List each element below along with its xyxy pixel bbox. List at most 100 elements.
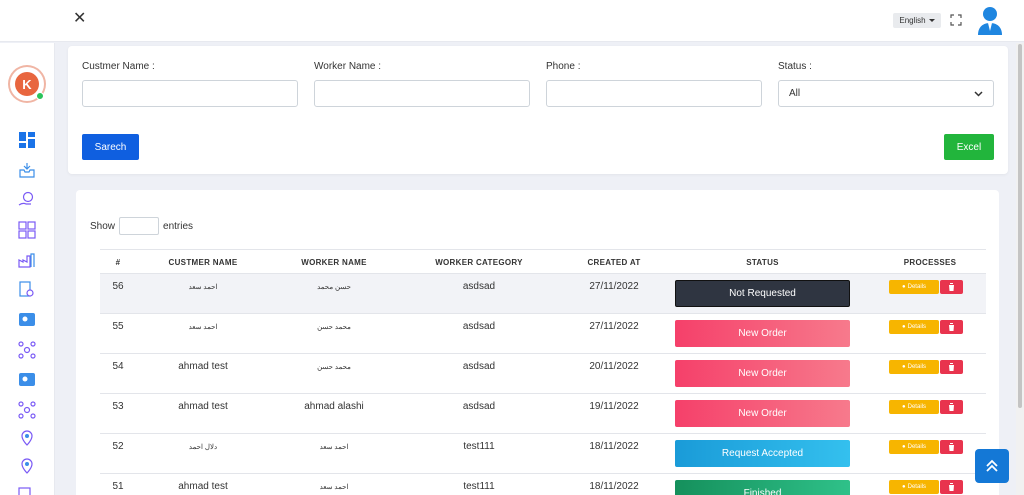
details-label: Details (907, 324, 926, 330)
truck-icon[interactable] (18, 483, 36, 495)
globe-hand-icon[interactable] (18, 191, 36, 209)
trash-icon (948, 283, 955, 291)
page-length-control: Show entries (90, 217, 193, 235)
status-badge: Finished (675, 480, 850, 495)
row-category: asdsad (462, 281, 496, 292)
language-dropdown[interactable]: English (893, 13, 941, 28)
details-label: Details (907, 444, 926, 450)
column-header-status[interactable]: STATUS (746, 258, 779, 267)
details-button[interactable]: ● Details (889, 480, 939, 494)
column-header-worker[interactable]: WORKER NAME (301, 258, 367, 267)
fullscreen-icon[interactable] (950, 14, 962, 26)
location-pin-icon[interactable] (18, 457, 36, 475)
customer-name-input[interactable] (82, 80, 298, 107)
status-select[interactable]: All (778, 80, 994, 107)
language-label: English (899, 16, 926, 25)
sidebar: K (0, 43, 55, 495)
inbox-icon[interactable] (18, 161, 36, 179)
eye-icon: ● (902, 444, 906, 450)
trash-icon (948, 323, 955, 331)
filter-card: Custmer Name : Worker Name : Phone : Sta… (68, 46, 1008, 174)
table-row: 51 ahmad test احمد سعد test111 18/11/202… (100, 473, 986, 495)
row-id: 55 (112, 321, 124, 332)
details-label: Details (907, 484, 926, 490)
network-icon[interactable] (18, 401, 36, 419)
customer-name-label: Custmer Name : (82, 61, 155, 72)
dashboard-icon[interactable] (18, 131, 36, 149)
row-id: 54 (112, 361, 124, 372)
status-badge: Not Requested (675, 280, 850, 307)
row-category: asdsad (462, 401, 496, 412)
eye-icon: ● (902, 364, 906, 370)
details-button[interactable]: ● Details (889, 400, 939, 414)
column-header-customer[interactable]: CUSTMER NAME (168, 258, 238, 267)
trash-icon (948, 443, 955, 451)
status-badge: New Order (675, 320, 850, 347)
row-worker: احمد سعد (319, 444, 349, 451)
user-avatar-icon[interactable] (976, 5, 1004, 35)
document-search-icon[interactable] (18, 281, 36, 299)
row-id: 52 (112, 441, 124, 452)
row-worker: ahmad alashi (304, 401, 364, 412)
row-created-at: 19/11/2022 (589, 401, 639, 412)
row-id: 56 (112, 281, 124, 292)
delete-button[interactable] (940, 360, 963, 374)
row-created-at: 27/11/2022 (589, 321, 639, 332)
column-header-processes[interactable]: PROCESSES (903, 258, 957, 267)
row-customer: دلال احمد (188, 444, 218, 451)
status-badge: New Order (675, 360, 850, 387)
delete-button[interactable] (940, 440, 963, 454)
search-button[interactable]: Sarech (82, 134, 139, 160)
trash-icon (948, 363, 955, 371)
details-button[interactable]: ● Details (889, 320, 939, 334)
row-worker: محمد حسن (317, 364, 351, 371)
excel-export-button[interactable]: Excel (944, 134, 994, 160)
app-logo[interactable]: K (10, 67, 44, 101)
column-header-category[interactable]: WORKER CATEGORY (435, 258, 523, 267)
row-worker: حسن محمد (317, 284, 351, 291)
delete-button[interactable] (940, 320, 963, 334)
row-customer: ahmad test (178, 401, 228, 412)
eye-icon: ● (902, 324, 906, 330)
worker-name-input[interactable] (314, 80, 530, 107)
delete-button[interactable] (940, 280, 963, 294)
details-button[interactable]: ● Details (889, 440, 939, 454)
factory-icon[interactable] (18, 251, 36, 269)
row-customer: ahmad test (178, 481, 228, 492)
scrollbar-thumb[interactable] (1018, 44, 1022, 408)
details-label: Details (907, 404, 926, 410)
show-label: Show (90, 220, 116, 232)
table-row: 52 دلال احمد احمد سعد test111 18/11/2022… (100, 433, 986, 473)
delete-button[interactable] (940, 480, 963, 494)
location-pin-icon[interactable] (18, 429, 36, 447)
row-customer: احمد سعد (188, 284, 218, 291)
eye-icon: ● (902, 484, 906, 490)
eye-icon: ● (902, 404, 906, 410)
details-button[interactable]: ● Details (889, 280, 939, 294)
worker-card-icon[interactable] (18, 371, 36, 389)
worker-card-icon[interactable] (18, 311, 36, 329)
column-header-number[interactable]: # (115, 258, 121, 267)
orders-table-card: Show entries # CUSTMER NAME WORKER NAME … (76, 190, 999, 495)
double-chevron-up-icon (986, 459, 998, 472)
row-created-at: 20/11/2022 (589, 361, 639, 372)
scroll-to-top-button[interactable] (975, 449, 1009, 483)
table-row: 53 ahmad test ahmad alashi asdsad 19/11/… (100, 393, 986, 433)
network-icon[interactable] (18, 341, 36, 359)
row-customer: احمد سعد (188, 324, 218, 331)
details-button[interactable]: ● Details (889, 360, 939, 374)
close-icon[interactable]: ✕ (73, 10, 87, 27)
apps-grid-icon[interactable] (18, 221, 36, 239)
row-id: 53 (112, 401, 124, 412)
chevron-down-icon (974, 90, 983, 97)
status-label: Status : (778, 61, 812, 72)
row-category: test111 (463, 441, 495, 452)
entries-input[interactable] (119, 217, 160, 235)
phone-input[interactable] (546, 80, 762, 107)
row-created-at: 18/11/2022 (589, 481, 639, 492)
row-category: asdsad (462, 361, 496, 372)
column-header-created-at[interactable]: CREATED AT (587, 258, 641, 267)
row-customer: ahmad test (178, 361, 228, 372)
table-row: 54 ahmad test محمد حسن asdsad 20/11/2022… (100, 353, 986, 393)
delete-button[interactable] (940, 400, 963, 414)
